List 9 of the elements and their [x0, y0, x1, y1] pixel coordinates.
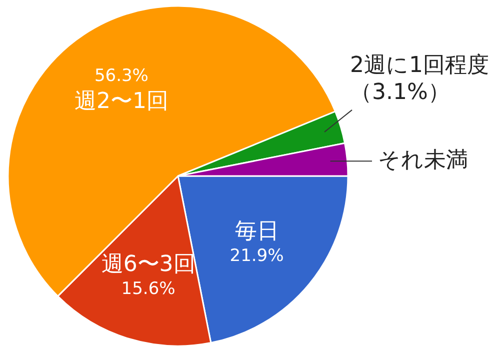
data-label: 56.3%	[93, 66, 150, 86]
slice-label: 毎日	[234, 218, 280, 246]
data-label: （3.1%）	[350, 79, 451, 107]
slice-label: それ未満	[378, 147, 468, 175]
data-label: 21.9%	[230, 246, 284, 266]
slice-label: 2週に1回程度	[350, 52, 489, 80]
data-label: 15.6%	[120, 278, 176, 299]
slice-label: 週6〜3回	[101, 250, 196, 279]
slice-label: 週2〜1回	[74, 88, 168, 116]
